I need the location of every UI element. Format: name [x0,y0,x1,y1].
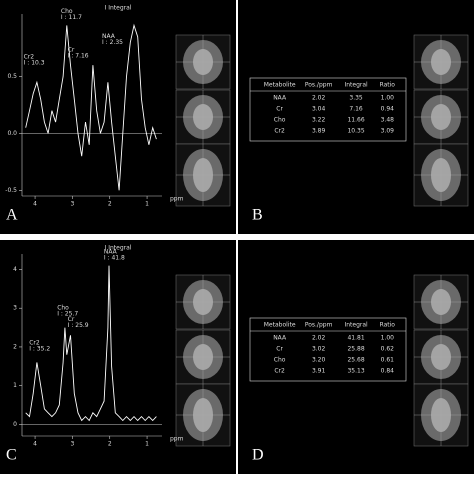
table-cell: 3.20 [312,357,326,364]
table-border [249,317,407,382]
x-axis-label: ppm [170,196,184,203]
x-tick-label: 1 [145,201,149,208]
peak-name: NAA [104,248,118,255]
table-cell: 41.81 [347,335,364,342]
panel-label: B [252,207,263,224]
table-header: Ratio [380,82,396,89]
table-header: Ratio [380,322,396,329]
panel-label: D [252,447,264,464]
table-cell: Cho [274,117,286,124]
table-cell: 7.16 [349,106,363,113]
y-tick-label: 3 [13,305,17,312]
table-cell: 3.89 [312,128,326,135]
table-cell: NAA [273,95,287,102]
table-header: Metabolite [264,82,296,89]
table-border [249,77,407,142]
panel-label: A [6,207,18,224]
peak-integral: I : 41.8 [104,254,125,261]
spectrum-line [25,23,157,191]
table-cell: 11.66 [347,117,364,124]
peak-integral: I : 25.7 [57,311,78,318]
y-tick-label: 0.0 [7,130,17,137]
table-header: Metabolite [264,322,296,329]
x-tick-label: 4 [33,201,37,208]
peak-name: Cr2 [29,339,40,346]
peak-integral: I : 10.3 [24,59,45,66]
table-cell: 3.22 [312,117,326,124]
y-tick-label: 4 [13,266,17,273]
x-tick-label: 4 [33,441,37,448]
table-cell: Cr [276,346,283,353]
table-header: Pos./ppm [305,322,333,329]
peak-integral: I : 35.2 [29,345,50,352]
table-cell: 10.35 [347,128,364,135]
peak-name: NAA [102,33,116,40]
peak-integral: I : 2.35 [102,39,123,46]
table-header: Pos./ppm [305,82,333,89]
y-tick-label: 1 [13,382,17,389]
x-tick-label: 1 [145,441,149,448]
peak-name: Cr [68,47,75,54]
table-cell: 2.02 [312,95,326,102]
table-cell: 1.00 [381,95,395,102]
table-cell: Cr [276,106,283,113]
peak-name: Cr2 [24,53,35,60]
table-cell: NAA [273,335,287,342]
table-cell: 3.48 [381,117,395,124]
x-tick-label: 3 [70,441,74,448]
y-tick-label: 2 [13,343,17,350]
table-cell: Cr2 [274,128,285,135]
table-header: Integral [344,322,368,329]
table-cell: 0.94 [381,106,395,113]
peak-integral: I : 11.7 [61,14,82,21]
x-axis-label: ppm [170,436,184,443]
table-cell: 2.02 [312,335,326,342]
table-cell: 3.02 [312,346,326,353]
table-header: Integral [344,82,368,89]
panel-label: C [6,447,17,464]
table-cell: Cho [274,357,286,364]
peak-name: Cho [61,8,73,15]
table-cell: 3.35 [349,95,363,102]
table-cell: 3.91 [312,368,326,375]
table-cell: 0.62 [381,346,395,353]
peak-integral: I : 25.9 [68,322,89,329]
x-tick-label: 3 [70,201,74,208]
table-cell: Cr2 [274,368,285,375]
y-tick-label: 0.5 [7,73,17,80]
table-cell: 25.88 [347,346,364,353]
table-cell: 3.04 [312,106,326,113]
peak-name: Cho [57,305,69,312]
table-cell: 3.09 [381,128,395,135]
chart-title: I Integral [105,245,132,252]
y-tick-label: -0.5 [5,187,17,194]
spectrum-line [25,265,157,422]
table-cell: 0.84 [381,368,395,375]
chart-title: I Integral [105,5,132,12]
y-tick-label: 0 [13,421,17,428]
x-tick-label: 2 [108,441,112,448]
peak-integral: I : 7.16 [68,53,89,60]
x-tick-label: 2 [108,201,112,208]
table-cell: 1.00 [381,335,395,342]
table-cell: 35.13 [347,368,364,375]
table-cell: 25.68 [347,357,364,364]
peak-name: Cr [68,316,75,323]
table-cell: 0.61 [381,357,395,364]
